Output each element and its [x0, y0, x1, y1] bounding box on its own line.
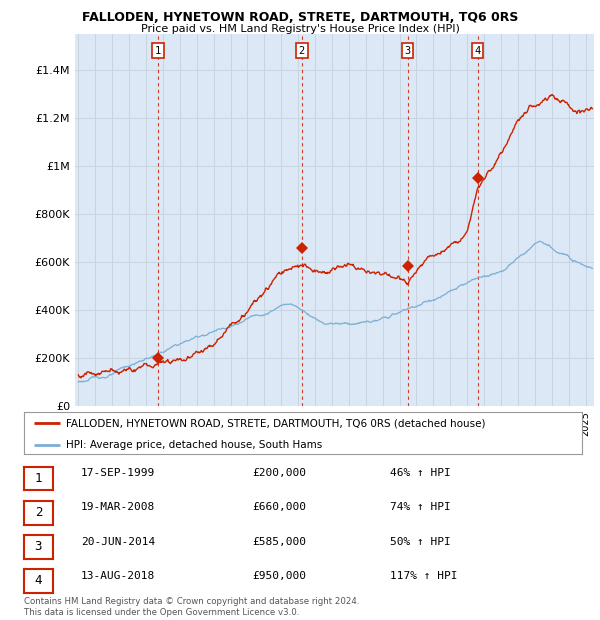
Text: HPI: Average price, detached house, South Hams: HPI: Average price, detached house, Sout…: [66, 440, 322, 450]
Text: 19-MAR-2008: 19-MAR-2008: [81, 502, 155, 513]
Text: 4: 4: [35, 575, 42, 587]
Text: £950,000: £950,000: [252, 570, 306, 581]
Text: Contains HM Land Registry data © Crown copyright and database right 2024.
This d: Contains HM Land Registry data © Crown c…: [24, 598, 359, 617]
Text: 50% ↑ HPI: 50% ↑ HPI: [390, 536, 451, 547]
Text: £200,000: £200,000: [252, 468, 306, 479]
Text: 4: 4: [475, 46, 481, 56]
Text: 20-JUN-2014: 20-JUN-2014: [81, 536, 155, 547]
Text: 1: 1: [155, 46, 161, 56]
Text: Price paid vs. HM Land Registry's House Price Index (HPI): Price paid vs. HM Land Registry's House …: [140, 24, 460, 33]
Text: 74% ↑ HPI: 74% ↑ HPI: [390, 502, 451, 513]
Text: 2: 2: [299, 46, 305, 56]
Text: 17-SEP-1999: 17-SEP-1999: [81, 468, 155, 479]
Text: 117% ↑ HPI: 117% ↑ HPI: [390, 570, 458, 581]
Text: 13-AUG-2018: 13-AUG-2018: [81, 570, 155, 581]
Text: 3: 3: [404, 46, 410, 56]
Text: 46% ↑ HPI: 46% ↑ HPI: [390, 468, 451, 479]
Text: £585,000: £585,000: [252, 536, 306, 547]
Text: £660,000: £660,000: [252, 502, 306, 513]
Text: 1: 1: [35, 472, 42, 485]
Text: 3: 3: [35, 541, 42, 553]
Text: FALLODEN, HYNETOWN ROAD, STRETE, DARTMOUTH, TQ6 0RS: FALLODEN, HYNETOWN ROAD, STRETE, DARTMOU…: [82, 11, 518, 24]
Text: 2: 2: [35, 507, 42, 519]
Text: FALLODEN, HYNETOWN ROAD, STRETE, DARTMOUTH, TQ6 0RS (detached house): FALLODEN, HYNETOWN ROAD, STRETE, DARTMOU…: [66, 418, 485, 428]
